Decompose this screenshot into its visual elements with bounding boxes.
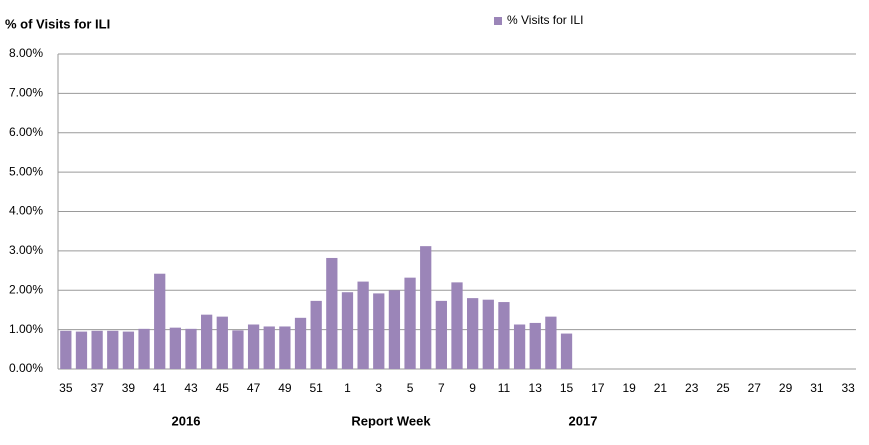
bar [138,328,150,369]
bar [122,331,135,369]
x-tick-label: 35 [59,381,73,395]
x-tick-label: 15 [560,381,574,395]
x-tick-label: 25 [716,381,730,395]
x-tick-label: 51 [309,381,323,395]
bar [529,322,541,369]
bar [404,277,416,369]
y-tick-label: 4.00% [9,204,43,218]
bar [435,300,447,369]
x-tick-label: 33 [841,381,855,395]
x-tick-label: 49 [278,381,292,395]
bar [154,273,166,369]
x-tick-label: 19 [622,381,636,395]
bar [232,330,244,369]
bar [216,316,228,369]
bar [310,300,322,369]
x-tick-label: 31 [810,381,824,395]
x-tick-label: 11 [498,381,511,395]
year-label: 2017 [569,413,598,428]
x-tick-label: 45 [216,381,230,395]
bar [201,314,213,369]
bar [326,257,338,369]
bar [560,333,573,369]
bar [279,326,291,369]
x-tick-label: 29 [779,381,793,395]
bar [169,327,181,369]
x-tick-label: 37 [90,381,104,395]
x-tick-label: 27 [748,381,762,395]
y-tick-label: 2.00% [9,282,43,296]
year-label: 2016 [172,413,201,428]
x-tick-label: 3 [375,381,382,395]
bar [373,293,385,369]
y-tick-label: 8.00% [9,46,43,60]
bar [513,324,526,369]
y-tick-label: 6.00% [9,125,43,139]
bar [482,299,494,369]
x-tick-label: 47 [247,381,261,395]
bar [357,281,369,369]
y-tick-label: 1.00% [9,322,43,336]
x-tick-label: 43 [184,381,198,395]
legend-label: % Visits for ILI [507,13,583,27]
x-tick-label: 23 [685,381,699,395]
chart-title: % of Visits for ILI [5,16,110,31]
x-tick-label: 5 [407,381,414,395]
y-tick-label: 5.00% [9,164,43,178]
bar [498,302,510,369]
x-tick-label: 17 [591,381,605,395]
bar [75,331,88,369]
x-tick-label: 13 [529,381,543,395]
bar [294,317,307,369]
bar [185,328,197,369]
x-tick-label: 39 [122,381,136,395]
y-tick-label: 3.00% [9,243,43,257]
x-axis-title: Report Week [351,413,431,428]
y-tick-label: 7.00% [9,86,43,100]
x-tick-label: 7 [438,381,445,395]
x-tick-label: 1 [344,381,351,395]
bar [341,292,354,369]
legend-swatch [494,17,502,25]
x-tick-label: 9 [469,381,476,395]
bar [420,246,432,369]
bar [263,326,275,369]
bar [60,330,72,369]
bar [467,298,479,369]
bar [107,330,119,369]
y-tick-label: 0.00% [9,361,43,375]
bar [545,316,557,369]
x-tick-label: 21 [654,381,668,395]
bar [91,330,103,369]
x-tick-label: 41 [153,381,167,395]
bar [451,282,463,369]
bar [388,290,401,369]
bar [247,324,260,369]
